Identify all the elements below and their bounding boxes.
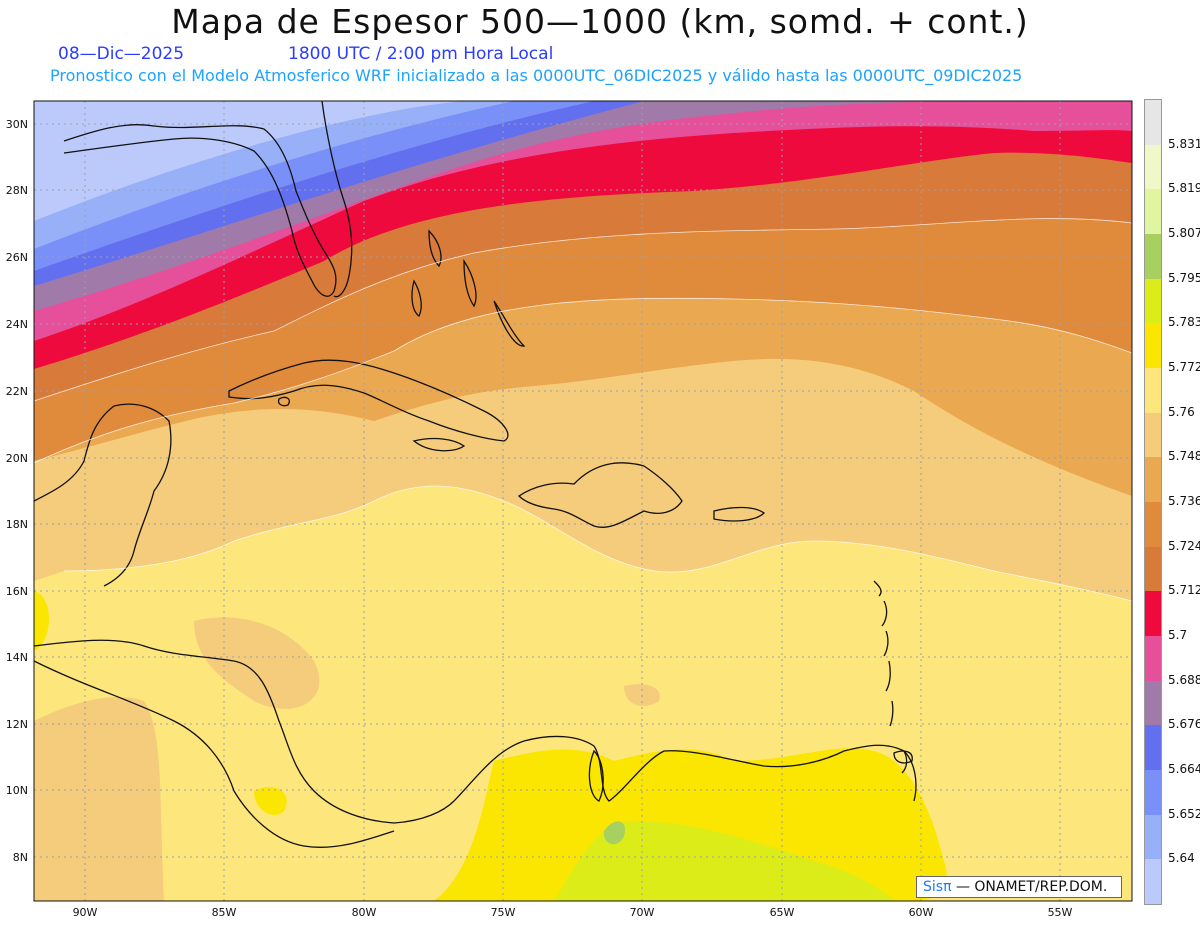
model-info: Pronostico con el Modelo Atmosferico WRF… [50,66,1023,85]
color-bar-label: 5.676 [1168,717,1200,732]
credit-text: — ONAMET/REP.DOM. [955,879,1108,895]
lat-tick: 14N [6,651,28,664]
color-bar-segment [1145,591,1161,637]
lon-tick: 75W [491,906,516,919]
color-bar-segment [1145,323,1161,369]
south-america-coast [453,735,917,802]
lon-tick-labels: 90W 85W 80W 75W 70W 65W 60W 55W [73,906,1073,919]
band-5-783-honduras-coast [34,591,49,651]
thickness-map [34,101,1132,901]
color-bar-segment [1145,100,1161,146]
isla-juventud [277,396,290,407]
color-bar-label: 5.819 [1168,181,1200,196]
color-bar [1144,99,1162,905]
puerto-rico-coast [713,506,766,522]
color-bar-segment [1145,636,1161,682]
lat-tick: 18N [6,518,28,531]
lon-tick: 55W [1048,906,1073,919]
color-bar-label: 5.76 [1168,404,1195,419]
contour-lines [34,218,1132,602]
band-5-783-pacific [254,787,287,815]
color-bar-segment [1145,725,1161,771]
yucatan-coast [34,403,172,587]
lat-tick: 22N [6,385,28,398]
coastlines [34,101,917,848]
color-bar-segment [1145,278,1161,324]
color-bar-segment [1145,144,1161,190]
lon-tick: 85W [212,906,237,919]
lat-tick: 24N [6,318,28,331]
color-bar-label: 5.772 [1168,360,1200,374]
band-5-76-west [34,697,164,901]
color-bar-label: 5.712 [1168,583,1200,598]
color-bar-segment [1145,680,1161,726]
color-bar-segment [1145,859,1161,905]
bahamas-eleuthera [463,258,477,308]
central-america-pacific [34,660,395,848]
trinidad-coast [893,750,913,764]
color-bar-label: 5.652 [1168,806,1200,821]
band-5-795 [554,821,894,901]
color-bar-segment [1145,546,1161,592]
color-bar-label: 5.688 [1168,672,1200,687]
color-bar-label: 5.724 [1168,538,1200,553]
color-bar-segment [1145,412,1161,458]
color-bar-segment [1145,457,1161,503]
lat-tick: 10N [6,784,28,797]
color-bar-segment [1145,770,1161,816]
lat-tick: 20N [6,452,28,465]
color-bar-label: 5.664 [1168,762,1200,776]
color-bar-label: 5.783 [1168,315,1200,330]
central-america-coast [34,639,455,824]
color-bar-label: 5.831 [1168,136,1200,151]
lat-tick: 26N [6,251,28,264]
color-bar-label: 5.64 [1168,851,1195,866]
color-bar-segment [1145,368,1161,414]
lesser-antilles [873,580,908,774]
band-5-807 [603,821,625,845]
lat-tick-labels: 30N 28N 26N 24N 22N 20N 18N 16N 14N 12N … [6,118,28,864]
color-bar-segment [1145,234,1161,280]
sispi-logo-text: Sisπ [923,879,952,895]
lat-tick: 12N [6,718,28,731]
color-bar-label: 5.736 [1168,494,1200,508]
lon-tick: 60W [909,906,934,919]
hispaniola-coast [517,462,683,528]
thickness-field [34,101,1132,901]
map-frame [33,100,1133,902]
credit-box: Sisπ — ONAMET/REP.DOM. [916,876,1122,898]
lat-tick: 8N [13,851,28,864]
lon-tick: 65W [770,906,795,919]
color-bar-label: 5.807 [1168,226,1200,240]
cuba-coast [228,359,509,442]
lon-tick: 70W [630,906,655,919]
color-bar-label: 5.795 [1168,270,1200,285]
color-bar-label: 5.748 [1168,449,1200,464]
lon-tick: 90W [73,906,98,919]
bahamas-exuma [493,300,526,347]
lake-maracaibo [588,749,604,802]
bahamas-andros [411,279,422,317]
map-title: Mapa de Espesor 500—1000 (km, somd. + co… [171,2,1029,41]
lat-tick: 30N [6,118,28,131]
color-bar-segment [1145,502,1161,548]
forecast-time: 1800 UTC / 2:00 pm Hora Local [288,44,554,64]
lon-tick: 80W [352,906,377,919]
color-bar-segment [1145,189,1161,235]
color-bar-segment [1145,814,1161,860]
band-5-76-honduras [194,617,320,709]
east-florida-coast [321,101,353,298]
color-bar-label: 5.7 [1168,628,1188,642]
jamaica-coast [412,437,466,452]
lat-tick: 16N [6,585,28,598]
forecast-date: 08—Dic—2025 [58,44,185,64]
bahamas-abaco [428,229,442,268]
lat-tick: 28N [6,184,28,197]
florida-coast [63,124,337,297]
